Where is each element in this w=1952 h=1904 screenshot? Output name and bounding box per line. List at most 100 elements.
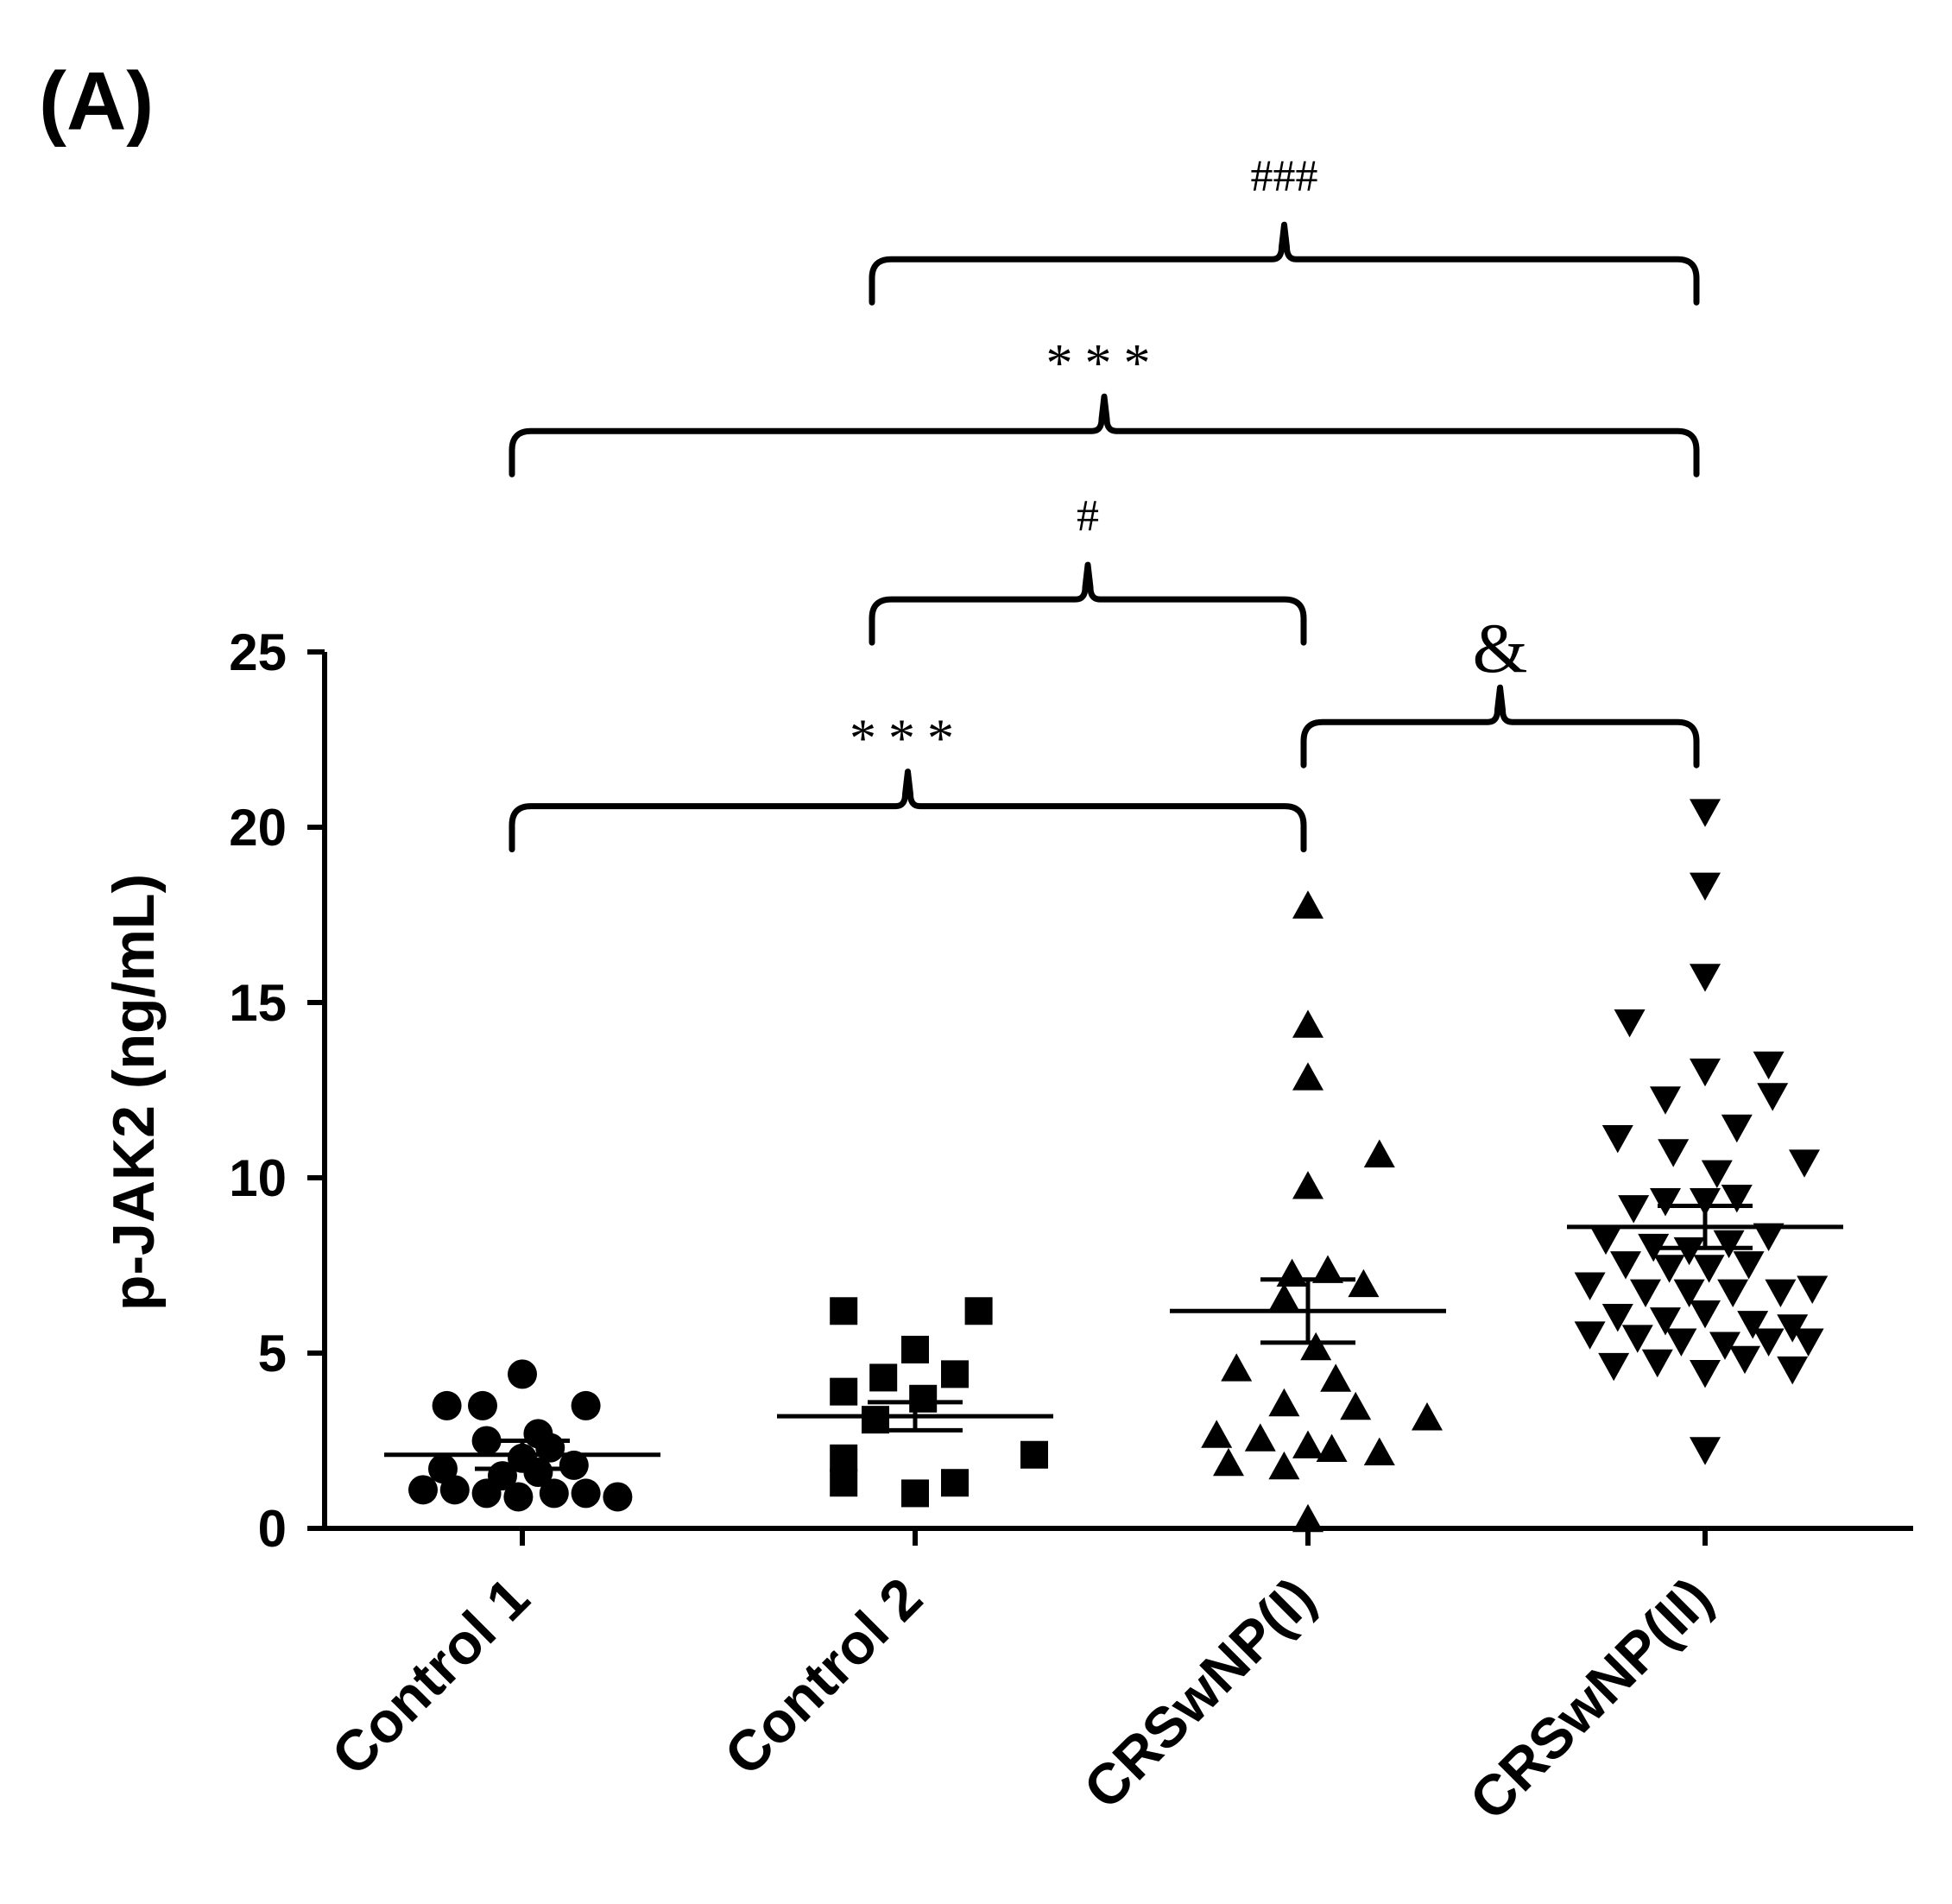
y-tick-label: 25 <box>229 623 287 681</box>
data-point-triangle-down <box>1574 1321 1606 1350</box>
data-point-triangle-up <box>1292 1430 1323 1458</box>
significance-label: # <box>1077 491 1099 541</box>
data-point-triangle-down <box>1753 1328 1785 1357</box>
data-point-triangle-up <box>1292 890 1323 919</box>
data-point-triangle-down <box>1690 1300 1721 1329</box>
mean-sem-bars <box>384 1203 1843 1471</box>
data-point-circle <box>539 1478 569 1509</box>
y-ticks: 0 5 10 15 20 25 <box>229 623 325 1558</box>
data-point-circle <box>559 1450 589 1480</box>
data-point-circle <box>468 1390 497 1420</box>
data-point-triangle-down <box>1610 1251 1641 1280</box>
bracket-path <box>869 561 1307 646</box>
data-point-square <box>901 1335 929 1363</box>
data-point-triangle-up <box>1320 1363 1352 1392</box>
data-point-triangle-down <box>1737 1311 1769 1339</box>
y-axis-label: p-JAK2 (ng/mL) <box>101 874 167 1311</box>
data-point-square <box>869 1363 898 1392</box>
data-point-triangle-down <box>1638 1233 1670 1262</box>
data-point-triangle-up <box>1292 1171 1323 1199</box>
data-point-triangle-down <box>1753 1051 1785 1080</box>
data-point-triangle-up <box>1268 1451 1300 1480</box>
data-point-square <box>909 1384 938 1413</box>
data-point-triangle-down <box>1693 1255 1725 1283</box>
data-point-circle <box>428 1453 458 1483</box>
y-axis: 0 5 10 15 20 25 <box>229 623 327 1558</box>
data-point-triangle-down <box>1777 1356 1809 1385</box>
data-points <box>408 799 1829 1533</box>
data-point-triangle-up <box>1340 1391 1372 1420</box>
x-tick-label: Control 1 <box>319 1566 541 1787</box>
data-point-square <box>901 1479 929 1508</box>
data-point-triangle-up <box>1348 1268 1380 1298</box>
data-point-triangle-up <box>1213 1447 1244 1477</box>
y-tick-label: 5 <box>258 1325 287 1382</box>
series-3 <box>1574 799 1829 1465</box>
data-point-triangle-down <box>1797 1275 1829 1304</box>
data-point-triangle-down <box>1658 1139 1690 1167</box>
y-tick-label: 20 <box>229 799 287 857</box>
data-point-triangle-up <box>1292 1503 1323 1533</box>
bracket-path <box>509 393 1700 478</box>
x-tick-label: CRSwNP(II) <box>1457 1566 1724 1832</box>
data-point-triangle-down <box>1721 1114 1753 1143</box>
data-point-circle <box>408 1475 438 1505</box>
data-point-triangle-up <box>1244 1423 1276 1452</box>
data-point-triangle-down <box>1673 1279 1705 1308</box>
data-point-triangle-up <box>1312 1255 1343 1283</box>
data-point-triangle-down <box>1729 1345 1760 1375</box>
significance-bracket-4: ### <box>869 151 1700 306</box>
significance-bracket-0: *** <box>509 710 1307 853</box>
significance-label: *** <box>1046 334 1163 393</box>
data-point-triangle-up <box>1300 1332 1332 1361</box>
y-tick-label: 10 <box>229 1149 287 1207</box>
data-point-triangle-down <box>1690 1058 1721 1087</box>
data-point-square <box>941 1469 969 1497</box>
data-point-triangle-up <box>1292 1009 1323 1038</box>
data-point-triangle-up <box>1201 1420 1233 1448</box>
data-point-triangle-up <box>1412 1402 1443 1431</box>
data-point-triangle-down <box>1721 1184 1753 1213</box>
series-1 <box>830 1297 1048 1508</box>
data-point-triangle-down <box>1690 799 1721 827</box>
y-tick-label: 0 <box>258 1500 287 1558</box>
data-point-triangle-up <box>1292 1062 1323 1091</box>
data-point-triangle-down <box>1709 1332 1740 1360</box>
data-point-triangle-down <box>1601 1304 1633 1332</box>
data-point-triangle-down <box>1733 1251 1765 1280</box>
x-tick-label: Control 2 <box>712 1566 934 1787</box>
data-point-circle <box>571 1478 601 1509</box>
data-point-square <box>862 1406 889 1434</box>
y-tick-label: 15 <box>229 974 287 1032</box>
data-point-square <box>941 1360 969 1388</box>
data-point-triangle-up <box>1363 1139 1395 1167</box>
data-point-triangle-down <box>1690 964 1721 992</box>
x-axis: Control 1 Control 2 CRSwNP(I) CRSwNP(II) <box>319 1526 1913 1832</box>
x-ticks: Control 1 Control 2 CRSwNP(I) CRSwNP(II) <box>319 1528 1724 1832</box>
data-point-triangle-down <box>1701 1160 1733 1188</box>
data-point-circle <box>471 1426 502 1456</box>
significance-label: *** <box>850 710 966 769</box>
significance-bracket-1: & <box>1300 609 1700 769</box>
data-point-square <box>964 1297 993 1325</box>
bracket-path <box>1300 684 1700 769</box>
data-point-triangle-down <box>1673 1237 1705 1266</box>
data-point-triangle-down <box>1690 1359 1721 1388</box>
data-point-square <box>830 1297 858 1325</box>
data-point-circle <box>488 1461 517 1491</box>
data-point-triangle-down <box>1590 1226 1621 1256</box>
significance-label: & <box>1473 609 1528 687</box>
data-point-triangle-down <box>1618 1195 1650 1224</box>
data-point-square <box>830 1469 858 1497</box>
mean-sem-2 <box>1170 1277 1446 1345</box>
data-point-triangle-up <box>1268 1283 1300 1312</box>
data-point-triangle-down <box>1621 1325 1653 1353</box>
data-point-triangle-down <box>1757 1083 1789 1111</box>
bracket-path <box>869 221 1700 306</box>
data-point-triangle-down <box>1777 1314 1809 1343</box>
data-point-circle <box>523 1419 553 1449</box>
x-tick-label: CRSwNP(I) <box>1071 1566 1327 1821</box>
data-point-triangle-down <box>1690 872 1721 901</box>
data-point-circle <box>503 1482 534 1512</box>
data-point-triangle-down <box>1665 1328 1697 1357</box>
